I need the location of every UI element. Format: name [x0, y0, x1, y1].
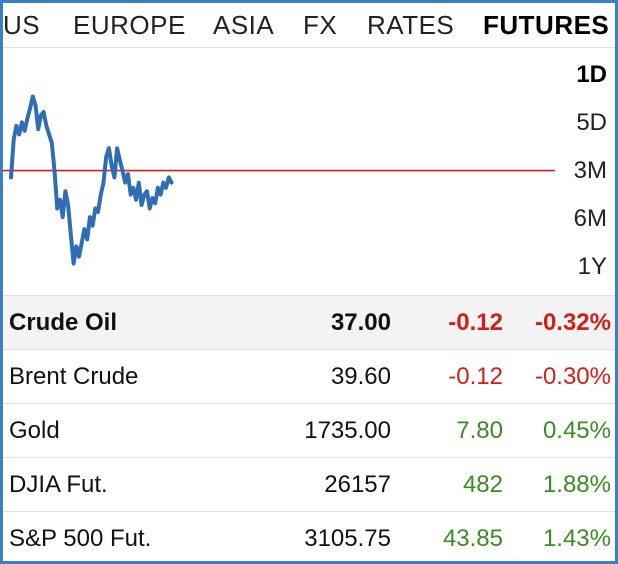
quote-name: Gold [9, 417, 60, 444]
quote-price: 37.00 [330, 309, 391, 336]
quote-row-gold[interactable]: Gold 1735.00 7.80 0.45% [3, 403, 615, 457]
tab-fx[interactable]: FX [303, 10, 338, 40]
quote-row-crude-oil[interactable]: Crude Oil 37.00 -0.12 -0.32% [3, 295, 615, 349]
quote-price: 26157 [324, 471, 391, 498]
quote-name: S&P 500 Fut. [9, 525, 152, 552]
price-line-series-0 [9, 94, 174, 266]
quote-percent-change: 0.45% [542, 417, 611, 444]
quote-price: 3105.75 [304, 525, 391, 552]
range-1y[interactable]: 1Y [577, 253, 607, 280]
range-5d[interactable]: 5D [576, 109, 607, 136]
quote-change: 43.85 [442, 525, 503, 552]
quote-row-sp500-fut[interactable]: S&P 500 Fut. 3105.75 43.85 1.43% [3, 511, 615, 561]
quote-row-djia-fut[interactable]: DJIA Fut. 26157 482 1.88% [3, 457, 615, 511]
quote-change: -0.12 [448, 363, 503, 390]
quote-price: 39.60 [330, 363, 391, 390]
quote-percent-change: 1.43% [542, 525, 611, 552]
price-chart [3, 48, 555, 294]
price-chart-svg [3, 94, 555, 266]
tab-us[interactable]: US [3, 10, 41, 40]
quote-name: DJIA Fut. [9, 471, 108, 498]
quote-price: 1735.00 [304, 417, 391, 444]
range-3m[interactable]: 3M [573, 157, 607, 184]
quote-name: Brent Crude [9, 363, 139, 390]
quote-percent-change: 1.88% [542, 471, 611, 498]
quote-percent-change: -0.32% [534, 309, 611, 336]
quote-change: 7.80 [456, 417, 503, 444]
tab-europe[interactable]: EUROPE [73, 10, 186, 40]
range-1d[interactable]: 1D [576, 61, 607, 88]
quotes-table: Crude Oil 37.00 -0.12 -0.32% Brent Crude… [3, 295, 615, 561]
market-tabs: US EUROPE ASIA FX RATES FUTURES [3, 3, 615, 48]
quote-change: -0.12 [448, 309, 503, 336]
tab-asia[interactable]: ASIA [213, 10, 275, 40]
tab-rates[interactable]: RATES [367, 10, 455, 40]
quote-percent-change: -0.30% [534, 363, 611, 390]
range-6m[interactable]: 6M [573, 205, 607, 232]
tab-futures[interactable]: FUTURES [483, 10, 610, 40]
quote-row-brent-crude[interactable]: Brent Crude 39.60 -0.12 -0.30% [3, 349, 615, 403]
quote-change: 482 [462, 471, 503, 498]
quote-name: Crude Oil [9, 309, 118, 336]
time-range-selector: 1D 5D 3M 6M 1Y [559, 53, 611, 293]
